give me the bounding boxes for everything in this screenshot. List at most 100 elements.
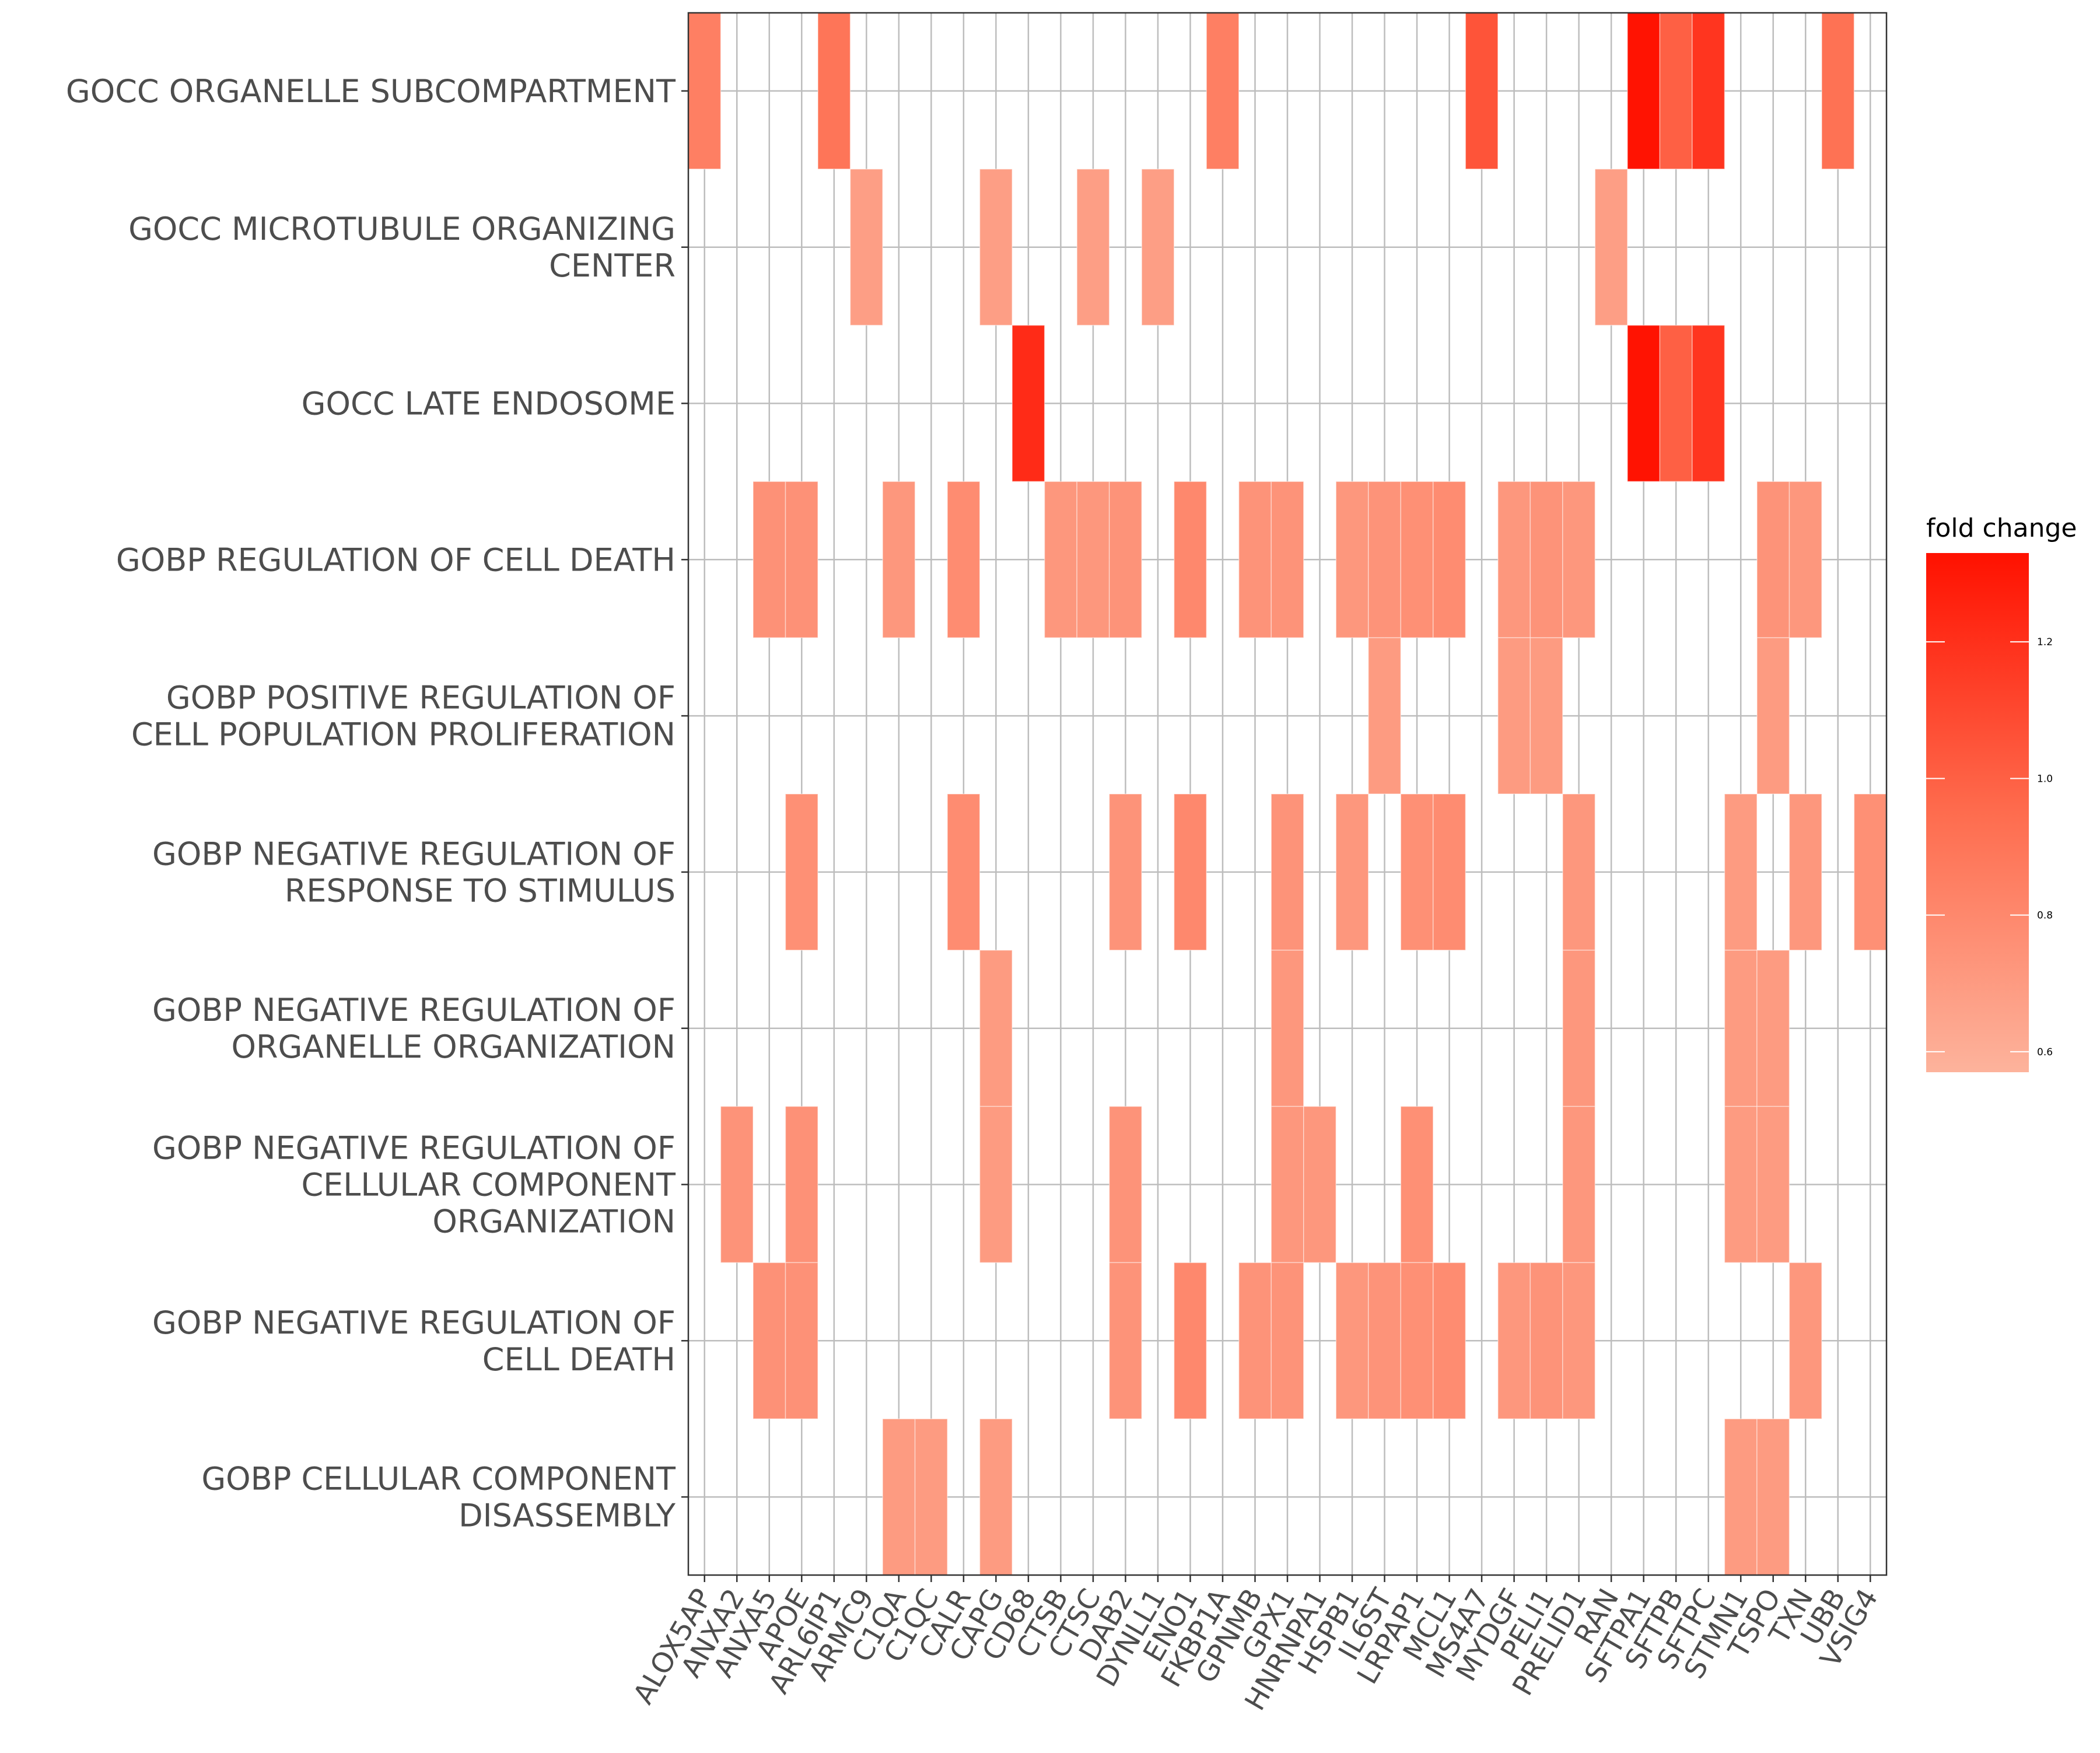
heatmap-cell-lrpap1-row-9 [1400,1262,1434,1419]
heatmap-cell-c1qa-row-10 [882,1418,916,1576]
heatmap-cell-hspb1-row-9 [1335,1262,1369,1419]
heatmap-cell-mcl1-row-9 [1433,1262,1466,1419]
heatmap-cell-dab2-row-6 [1108,793,1142,951]
heatmap-cell-tspo-row-7 [1756,950,1790,1107]
heatmap-cell-peli1-row-4 [1530,481,1563,638]
legend-tick-label-3: 1.2 [2037,636,2053,648]
column-labels: ALOX5APANXA2ANXA5APOEARL6IP1ARMC9C1QAC1Q… [627,1575,1885,1716]
heatmap-cell-eno1-row-9 [1173,1262,1207,1419]
heatmap-cell-peli1-row-5 [1530,637,1563,795]
heatmap-cell-sftpc-row-1 [1692,12,1726,170]
heatmap-cell-ctsb-row-4 [1044,481,1077,638]
heatmap-cell-sftpb-row-3 [1659,324,1693,482]
heatmap-cell-lrpap1-row-4 [1400,481,1434,638]
heatmap-cell-gpx1-row-8 [1270,1105,1304,1264]
heatmap-cell-prelid1-row-4 [1562,481,1596,638]
heatmap-cell-tspo-row-8 [1756,1105,1790,1264]
heatmap-cell-vsig4-row-6 [1853,793,1887,951]
heatmap-cell-prelid1-row-7 [1562,950,1596,1107]
heatmap-cell-capg-row-7 [979,950,1013,1107]
row-label-7: GOBP NEGATIVE REGULATION OF ORGANELLE ORG… [152,992,676,1065]
heatmap-cell-txn-row-6 [1788,793,1822,951]
heatmap-cell-gpnmb-row-4 [1238,481,1272,638]
heatmap-cell-eno1-row-6 [1173,793,1207,951]
heatmap-cell-tspo-row-10 [1756,1418,1790,1576]
heatmap-cell-prelid1-row-6 [1562,793,1596,951]
heatmap-cell-cd68-row-3 [1012,324,1045,482]
heatmap-cell-stmn1-row-8 [1724,1105,1758,1264]
heatmap-cell-txn-row-4 [1788,481,1822,638]
heatmap-cell-sftpc-row-3 [1692,324,1726,482]
heatmap-cell-anxa5-row-9 [752,1262,786,1419]
heatmap-cell-anxa5-row-4 [752,481,786,638]
heatmap-cell-sftpa1-row-3 [1627,324,1661,482]
heatmap-cell-il6st-row-4 [1368,481,1402,638]
heatmap-cell-armc9-row-2 [849,169,883,326]
heatmap-cell-prelid1-row-8 [1562,1105,1596,1264]
legend-colorbar [1926,553,2029,1072]
heatmap-cell-mcl1-row-4 [1433,481,1466,638]
heatmap-cell-mydgf-row-5 [1497,637,1531,795]
heatmap-cell-gpx1-row-6 [1270,793,1304,951]
heatmap-cell-tspo-row-4 [1756,481,1790,638]
heatmap-cell-capg-row-8 [979,1105,1013,1264]
heatmap-cell-mydgf-row-4 [1497,481,1531,638]
heatmap-cell-il6st-row-9 [1368,1262,1402,1419]
legend-title: fold change [1926,513,2077,543]
heatmap-cell-anxa2-row-8 [720,1105,754,1264]
heatmap-cell-stmn1-row-10 [1724,1418,1758,1576]
heatmap-cell-txn-row-9 [1788,1262,1822,1419]
legend: fold change 0.6 0.8 1.0 1.2 [1926,513,2077,1072]
row-labels: GOCC ORGANELLE SUBCOMPARTMENT GOCC MICROT… [66,73,688,1534]
heatmap-cell-gpnmb-row-9 [1238,1262,1272,1419]
heatmap-cell-hspb1-row-4 [1335,481,1369,638]
heatmap-cell-dab2-row-9 [1108,1262,1142,1419]
heatmap-cell-ctsc-row-2 [1076,169,1110,326]
row-label-6: GOBP NEGATIVE REGULATION OF RESPONSE TO S… [152,835,676,909]
heatmap-cell-ctsc-row-4 [1076,481,1110,638]
heatmap-cell-hnrnpa1-row-8 [1303,1105,1337,1264]
legend-tick-label-0: 0.6 [2037,1047,2053,1058]
row-label-2: GOCC MICROTUBULE ORGANIZING CENTER [128,211,676,284]
heatmap-cell-mcl1-row-6 [1433,793,1466,951]
heatmap-cell-apoe-row-9 [785,1262,818,1419]
heatmap-cell-capg-row-2 [979,169,1013,326]
heatmap-cell-stmn1-row-7 [1724,950,1758,1107]
heatmap-cell-calr-row-6 [947,793,981,951]
heatmap-cell-mydgf-row-9 [1497,1262,1531,1419]
heatmap-cell-hspb1-row-6 [1335,793,1369,951]
heatmap-cell-capg-row-10 [979,1418,1013,1576]
heatmap-cell-arl6ip1-row-1 [817,12,851,170]
row-label-3: GOCC LATE ENDOSOME [302,386,676,422]
legend-tick-label-2: 1.0 [2037,773,2053,785]
heatmap-cell-stmn1-row-6 [1724,793,1758,951]
heatmap-cell-ubb-row-1 [1821,12,1855,170]
heatmap-cell-il6st-row-5 [1368,637,1402,795]
heatmap-cell-sftpb-row-1 [1659,12,1693,170]
heatmap-cell-c1qc-row-10 [914,1418,948,1576]
heatmap-cell-ran-row-2 [1594,169,1628,326]
row-label-5: GOBP POSITIVE REGULATION OF CELL POPULATI… [131,680,676,753]
row-label-8: GOBP NEGATIVE REGULATION OF CELLULAR COMP… [152,1130,676,1240]
row-label-4: GOBP REGULATION OF CELL DEATH [116,541,676,578]
heatmap-cell-dynll1-row-2 [1141,169,1175,326]
heatmap-cell-dab2-row-8 [1108,1105,1142,1264]
heatmap-cell-gpx1-row-4 [1270,481,1304,638]
heatmap-cell-gpx1-row-7 [1270,950,1304,1107]
heatmap-cell-fkbp1a-row-1 [1206,12,1240,170]
heatmap-cell-apoe-row-8 [785,1105,818,1264]
row-label-9: GOBP NEGATIVE REGULATION OF CELL DEATH [152,1304,676,1378]
heatmap-cell-lrpap1-row-6 [1400,793,1434,951]
heatmap-cell-c1qa-row-4 [882,481,916,638]
heatmap-cell-dab2-row-4 [1108,481,1142,638]
heatmap-cell-alox5ap-row-1 [688,12,722,170]
heatmap-cell-gpx1-row-9 [1270,1262,1304,1419]
heatmap-cell-sftpa1-row-1 [1627,12,1661,170]
heatmap-cell-apoe-row-6 [785,793,818,951]
row-label-10: GOBP CELLULAR COMPONENT DISASSEMBLY [201,1461,676,1534]
heatmap-cell-prelid1-row-9 [1562,1262,1596,1419]
legend-tick-label-1: 0.8 [2037,910,2053,922]
heatmap-cell-tspo-row-5 [1756,637,1790,795]
